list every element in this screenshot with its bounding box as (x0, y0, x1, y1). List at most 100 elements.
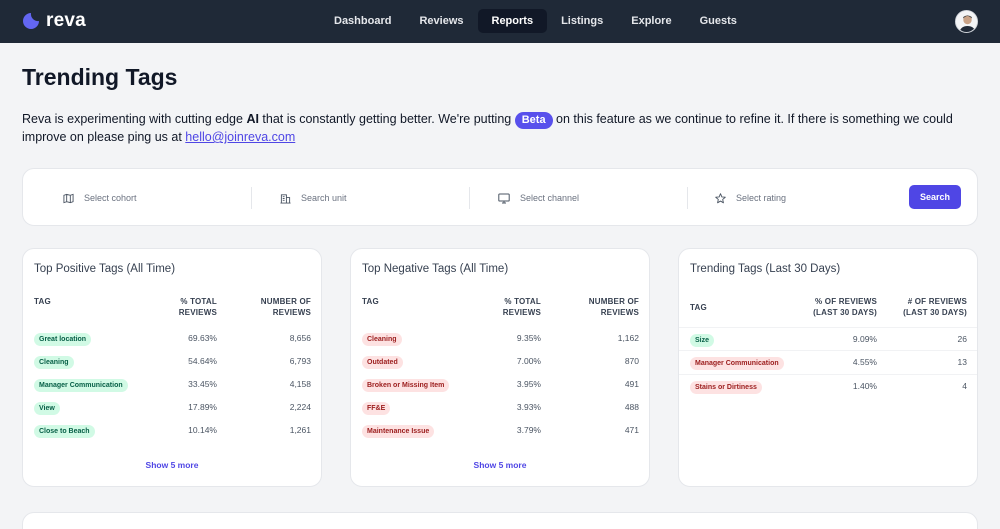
filter-divider (251, 187, 252, 209)
count-cell: 8,656 (289, 333, 311, 343)
rating-placeholder: Select rating (736, 193, 787, 203)
tag-pill[interactable]: Broken or Missing Item (362, 379, 450, 392)
monitor-icon (498, 193, 510, 203)
intro-ai: AI (246, 112, 259, 126)
col-tag-header: TAG (362, 297, 379, 306)
brand-name: reva (46, 10, 86, 31)
pct-cell: 54.64% (188, 356, 217, 366)
rating-select[interactable]: Select rating (715, 187, 786, 209)
cohort-placeholder: Select cohort (84, 193, 137, 203)
tag-pill[interactable]: Manager Communication (690, 357, 784, 370)
pct-cell: 3.79% (516, 425, 541, 435)
tag-pill[interactable]: Close to Beach (34, 425, 95, 438)
channel-select[interactable]: Select channel (498, 187, 579, 209)
count-cell: 26 (957, 334, 967, 344)
pct-cell: 4.55% (852, 357, 877, 367)
col-num-header: # OF REVIEWS (LAST 30 DAYS) (887, 296, 967, 318)
col-pct-header: % TOTAL REVIEWS (481, 296, 541, 318)
tag-pill[interactable]: Manager Communication (34, 379, 128, 392)
pct-cell: 3.93% (516, 402, 541, 412)
col-tag-header: TAG (34, 297, 51, 306)
col-num-header-line1: # OF REVIEWS (907, 297, 967, 306)
user-avatar[interactable] (955, 10, 978, 33)
row-divider (679, 350, 977, 351)
nav-dashboard[interactable]: Dashboard (334, 15, 392, 27)
pct-cell: 1.40% (852, 381, 877, 391)
tag-pill[interactable]: View (34, 402, 60, 415)
show-more-negative-button[interactable]: Show 5 more (473, 460, 527, 470)
col-num-header-line2: REVIEWS (272, 308, 311, 317)
nav-reports[interactable]: Reports (477, 9, 548, 33)
col-num-header: NUMBER OF REVIEWS (241, 296, 311, 318)
count-cell: 870 (624, 356, 639, 366)
nav-links: Dashboard Reviews Reports Listings Explo… (320, 9, 751, 33)
col-num-header-line2: REVIEWS (600, 308, 639, 317)
col-num-header-line2: (LAST 30 DAYS) (903, 308, 967, 317)
pct-cell: 33.45% (188, 379, 217, 389)
next-section-card (22, 512, 978, 529)
tag-pill[interactable]: Stains or Dirtiness (690, 381, 762, 394)
col-num-header-line1: NUMBER OF (260, 297, 311, 306)
pct-cell: 17.89% (188, 402, 217, 412)
tag-pill[interactable]: Great location (34, 333, 92, 346)
col-pct-header: % TOTAL REVIEWS (157, 296, 217, 318)
pct-cell: 10.14% (188, 425, 217, 435)
pct-cell: 69.63% (188, 333, 217, 343)
col-pct-header-line1: % TOTAL (504, 297, 541, 306)
col-pct-header-line2: REVIEWS (178, 308, 217, 317)
count-cell: 4 (962, 381, 967, 391)
intro-text: Reva is experimenting with cutting edge … (22, 111, 982, 146)
unit-search[interactable]: Search unit (280, 187, 347, 209)
count-cell: 471 (624, 425, 639, 435)
pct-cell: 3.95% (516, 379, 541, 389)
tag-pill[interactable]: Cleaning (34, 356, 74, 369)
beta-badge: Beta (514, 112, 553, 129)
col-pct-header-line2: (LAST 30 DAYS) (813, 308, 877, 317)
brand-logo[interactable]: reva (22, 10, 86, 32)
count-cell: 4,158 (289, 379, 311, 389)
count-cell: 1,162 (617, 333, 639, 343)
pct-cell: 9.09% (852, 334, 877, 344)
count-cell: 488 (624, 402, 639, 412)
search-button[interactable]: Search (909, 185, 961, 209)
card-title: Top Positive Tags (All Time) (34, 263, 176, 275)
col-pct-header-line1: % OF REVIEWS (815, 297, 877, 306)
tag-pill[interactable]: Size (690, 334, 715, 347)
nav-listings[interactable]: Listings (561, 15, 604, 27)
count-cell: 6,793 (289, 356, 311, 366)
col-pct-header-line1: % TOTAL (180, 297, 217, 306)
count-cell: 491 (624, 379, 639, 389)
user-avatar-icon (956, 11, 977, 32)
tag-pill[interactable]: Cleaning (362, 333, 402, 346)
count-cell: 1,261 (289, 425, 311, 435)
filter-divider (469, 187, 470, 209)
pct-cell: 9.35% (516, 333, 541, 343)
nav-explore[interactable]: Explore (631, 15, 672, 27)
nav-guests[interactable]: Guests (699, 15, 737, 27)
col-pct-header: % OF REVIEWS (LAST 30 DAYS) (797, 296, 877, 318)
reva-moon-icon (23, 13, 39, 29)
tag-pill[interactable]: Maintenance Issue (362, 425, 435, 438)
top-positive-tags-card: Top Positive Tags (All Time) TAG % TOTAL… (22, 248, 322, 487)
row-divider (679, 374, 977, 375)
contact-email-link[interactable]: hello@joinreva.com (185, 130, 296, 144)
col-num-header: NUMBER OF REVIEWS (569, 296, 639, 318)
building-icon (280, 193, 291, 204)
intro-part-1: Reva is experimenting with cutting edge (22, 112, 247, 126)
count-cell: 13 (957, 357, 967, 367)
show-more-positive-button[interactable]: Show 5 more (145, 460, 199, 470)
nav-reviews[interactable]: Reviews (419, 15, 464, 27)
channel-placeholder: Select channel (520, 193, 580, 203)
filter-divider (687, 187, 688, 209)
map-icon (63, 193, 74, 203)
tag-pill[interactable]: Outdated (362, 356, 403, 369)
intro-part-2: that is constantly getting better. We're… (258, 112, 515, 126)
cohort-select[interactable]: Select cohort (63, 187, 137, 209)
star-icon (715, 192, 726, 203)
page-title: Trending Tags (22, 64, 178, 90)
tag-pill[interactable]: FF&E (362, 402, 391, 415)
trending-tags-card: Trending Tags (Last 30 Days) TAG % OF RE… (678, 248, 978, 487)
count-cell: 2,224 (289, 402, 311, 412)
col-num-header-line1: NUMBER OF (588, 297, 639, 306)
unit-placeholder: Search unit (301, 193, 347, 203)
